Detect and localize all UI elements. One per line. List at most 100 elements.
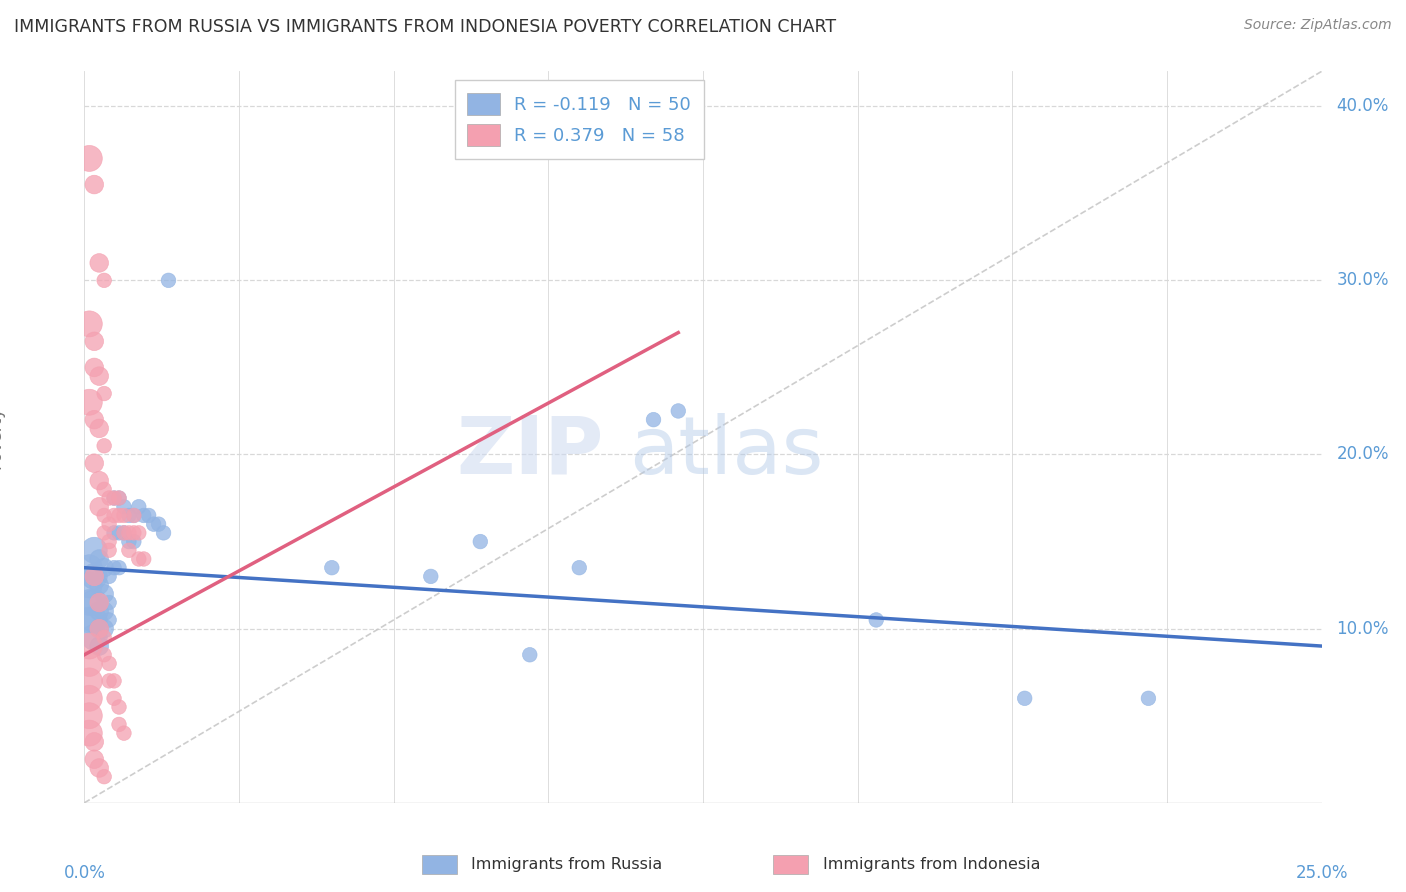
Point	[666, 404, 689, 418]
Point	[89, 604, 111, 618]
Point	[118, 525, 141, 540]
Point	[98, 517, 121, 532]
Point	[108, 491, 131, 505]
Point	[108, 560, 131, 574]
Point	[89, 552, 111, 566]
Point	[568, 560, 591, 574]
Point	[98, 673, 121, 688]
Text: 25.0%: 25.0%	[1295, 863, 1348, 882]
Point	[122, 534, 145, 549]
Point	[118, 508, 141, 523]
Point	[79, 657, 101, 671]
Point	[108, 491, 131, 505]
Text: Immigrants from Russia: Immigrants from Russia	[471, 857, 662, 871]
Point	[83, 613, 105, 627]
Point	[138, 508, 160, 523]
Point	[89, 622, 111, 636]
Point	[89, 256, 111, 270]
Point	[93, 273, 115, 287]
Point	[83, 360, 105, 375]
Point	[98, 595, 121, 609]
Point	[112, 508, 135, 523]
Point	[112, 525, 135, 540]
Point	[83, 569, 105, 583]
Point	[83, 334, 105, 349]
Point	[83, 631, 105, 645]
Point	[89, 595, 111, 609]
Point	[103, 491, 125, 505]
Point	[83, 178, 105, 192]
Point	[98, 534, 121, 549]
Point	[122, 525, 145, 540]
Point	[419, 569, 441, 583]
Point	[79, 152, 101, 166]
Point	[98, 657, 121, 671]
Point	[112, 500, 135, 514]
Point	[93, 525, 115, 540]
Point	[83, 752, 105, 766]
Point	[128, 552, 150, 566]
Point	[79, 639, 101, 653]
Point	[89, 500, 111, 514]
Point	[79, 595, 101, 609]
Point	[1137, 691, 1160, 706]
Point	[103, 508, 125, 523]
Point	[79, 708, 101, 723]
Text: 10.0%: 10.0%	[1337, 620, 1389, 638]
Point	[108, 700, 131, 714]
Point	[89, 474, 111, 488]
Point	[89, 421, 111, 435]
Point	[83, 543, 105, 558]
Point	[93, 622, 115, 636]
Text: ZIP: ZIP	[457, 413, 605, 491]
Point	[321, 560, 343, 574]
Point	[93, 631, 115, 645]
Point	[118, 534, 141, 549]
Point	[79, 395, 101, 409]
Point	[103, 560, 125, 574]
Point	[128, 525, 150, 540]
Text: Immigrants from Indonesia: Immigrants from Indonesia	[823, 857, 1040, 871]
Point	[103, 525, 125, 540]
Legend: R = -0.119   N = 50, R = 0.379   N = 58: R = -0.119 N = 50, R = 0.379 N = 58	[454, 80, 704, 159]
Point	[157, 273, 180, 287]
Point	[93, 560, 115, 574]
Point	[128, 500, 150, 514]
Point	[470, 534, 492, 549]
Point	[93, 770, 115, 784]
Point	[519, 648, 541, 662]
Point	[93, 483, 115, 497]
Point	[148, 517, 170, 532]
Point	[93, 439, 115, 453]
Point	[142, 517, 165, 532]
Point	[79, 691, 101, 706]
Point	[89, 761, 111, 775]
Text: 40.0%: 40.0%	[1337, 97, 1389, 115]
Point	[643, 412, 665, 426]
Point	[132, 552, 155, 566]
Point	[93, 587, 115, 601]
Text: 20.0%: 20.0%	[1337, 445, 1389, 464]
Point	[132, 508, 155, 523]
Point	[112, 525, 135, 540]
Point	[93, 604, 115, 618]
Point	[1014, 691, 1036, 706]
Point	[98, 569, 121, 583]
Text: 30.0%: 30.0%	[1337, 271, 1389, 289]
Point	[108, 717, 131, 731]
Point	[89, 578, 111, 592]
Point	[79, 613, 101, 627]
Point	[152, 525, 174, 540]
Point	[103, 491, 125, 505]
Text: 0.0%: 0.0%	[63, 863, 105, 882]
Point	[79, 673, 101, 688]
Text: IMMIGRANTS FROM RUSSIA VS IMMIGRANTS FROM INDONESIA POVERTY CORRELATION CHART: IMMIGRANTS FROM RUSSIA VS IMMIGRANTS FRO…	[14, 18, 837, 36]
Point	[118, 543, 141, 558]
Point	[93, 386, 115, 401]
Point	[83, 456, 105, 470]
Point	[89, 369, 111, 384]
Point	[122, 508, 145, 523]
Point	[83, 735, 105, 749]
Point	[98, 543, 121, 558]
Point	[98, 491, 121, 505]
